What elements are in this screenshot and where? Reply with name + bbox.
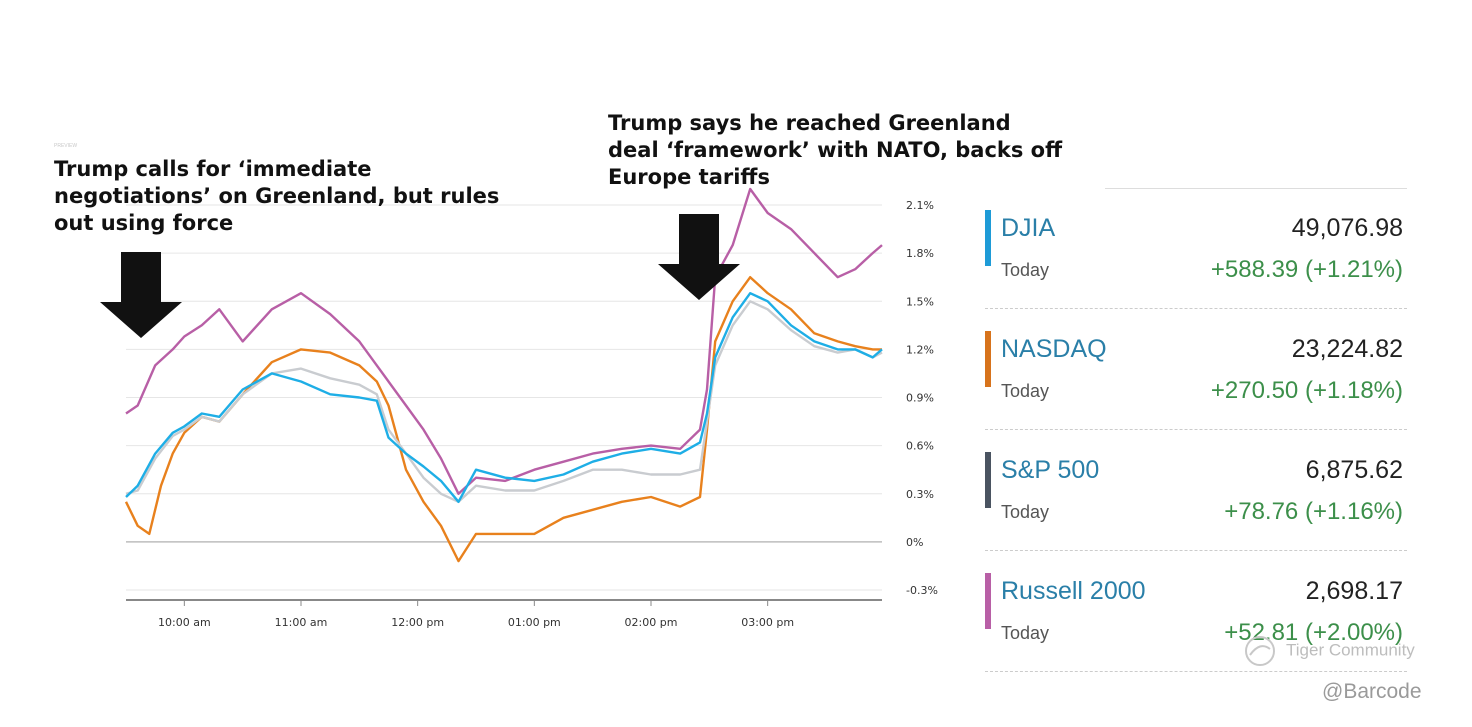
quote-period: Today <box>1001 623 1050 643</box>
y-tick-label: 1.5% <box>906 295 934 308</box>
tiger-watermark-text: Tiger Community <box>1286 640 1415 660</box>
row-divider <box>985 671 1407 672</box>
arrow-down-icon <box>100 252 182 338</box>
y-tick-label: 0.3% <box>906 488 934 501</box>
row-divider <box>985 429 1407 430</box>
row-divider <box>985 550 1407 551</box>
y-tick-label: 0.6% <box>906 440 934 453</box>
series-lines <box>124 187 883 563</box>
y-tick-label: -0.3% <box>906 584 938 597</box>
quote-change: +78.76 (+1.16%) <box>1224 498 1403 525</box>
quote-period: Today <box>1001 381 1050 401</box>
x-tick-label: 03:00 pm <box>741 616 794 629</box>
quote-change: +270.50 (+1.18%) <box>1210 377 1403 404</box>
y-tick-label: 1.2% <box>906 343 934 356</box>
tiger-community-watermark: Tiger Community <box>1238 635 1415 667</box>
quote-value: 49,076.98 <box>1291 214 1403 242</box>
row-divider <box>985 308 1407 309</box>
grid-lines <box>126 204 882 601</box>
tiny-watermark: PREVIEW <box>54 143 78 149</box>
series-color-bar <box>985 210 991 266</box>
quote-name[interactable]: NASDAQ <box>1001 335 1107 363</box>
y-axis-ticks: 2.1% 1.8% 1.5% 1.2% 0.9% 0.6% 0.3% 0% -0.3% <box>906 199 938 597</box>
quote-name[interactable]: Russell 2000 <box>1001 577 1146 605</box>
barcode-watermark: @Barcode <box>1322 680 1422 703</box>
x-tick-label: 11:00 am <box>275 616 328 629</box>
quote-row-sp500[interactable]: S&P 500 Today 6,875.62 +78.76 (+1.16%) <box>985 430 1407 551</box>
x-tick-label: 01:00 pm <box>508 616 561 629</box>
quote-row-nasdaq[interactable]: NASDAQ Today 23,224.82 +270.50 (+1.18%) <box>985 309 1407 430</box>
x-tick-label: 12:00 pm <box>391 616 444 629</box>
series-line-s-p-500 <box>125 300 883 503</box>
quote-period: Today <box>1001 502 1050 522</box>
annotation-arrows <box>100 214 740 338</box>
series-line-djia <box>125 292 883 503</box>
x-tick-label: 10:00 am <box>158 616 211 629</box>
series-line-russell-2000 <box>125 187 883 495</box>
series-color-bar <box>985 573 991 629</box>
quote-name[interactable]: DJIA <box>1001 214 1056 242</box>
tiger-logo-icon <box>1245 636 1275 666</box>
annotation-right: Trump says he reached Greenland deal ‘fr… <box>608 111 1063 189</box>
series-color-bar <box>985 452 991 508</box>
x-axis-ticks: 10:00 am 11:00 am 12:00 pm 01:00 pm 02:00 pm… <box>158 600 794 629</box>
quote-change: +588.39 (+1.21%) <box>1210 256 1403 283</box>
quote-period: Today <box>1001 260 1050 280</box>
x-tick-label: 02:00 pm <box>625 616 678 629</box>
y-tick-label: 1.8% <box>906 247 934 260</box>
annotation-left: Trump calls for ‘immediate negotiations’… <box>54 157 500 235</box>
arrow-down-icon <box>658 214 740 300</box>
quote-value: 6,875.62 <box>1305 456 1403 484</box>
quote-value: 2,698.17 <box>1305 577 1403 605</box>
panel-top-divider <box>1105 188 1407 189</box>
quote-change: +52.81 (+2.00%) <box>1224 619 1403 646</box>
quote-name[interactable]: S&P 500 <box>1001 456 1100 484</box>
y-tick-label: 0.9% <box>906 392 934 405</box>
quote-row-russell[interactable]: Russell 2000 Today 2,698.17 +52.81 (+2.0… <box>985 551 1407 672</box>
quote-value: 23,224.82 <box>1291 335 1403 363</box>
y-tick-label: 0% <box>906 536 923 549</box>
series-color-bar <box>985 331 991 387</box>
quote-row-djia[interactable]: DJIA Today 49,076.98 +588.39 (+1.21%) <box>985 188 1407 309</box>
series-line-nasdaq <box>124 276 882 563</box>
y-tick-label: 2.1% <box>906 199 934 212</box>
